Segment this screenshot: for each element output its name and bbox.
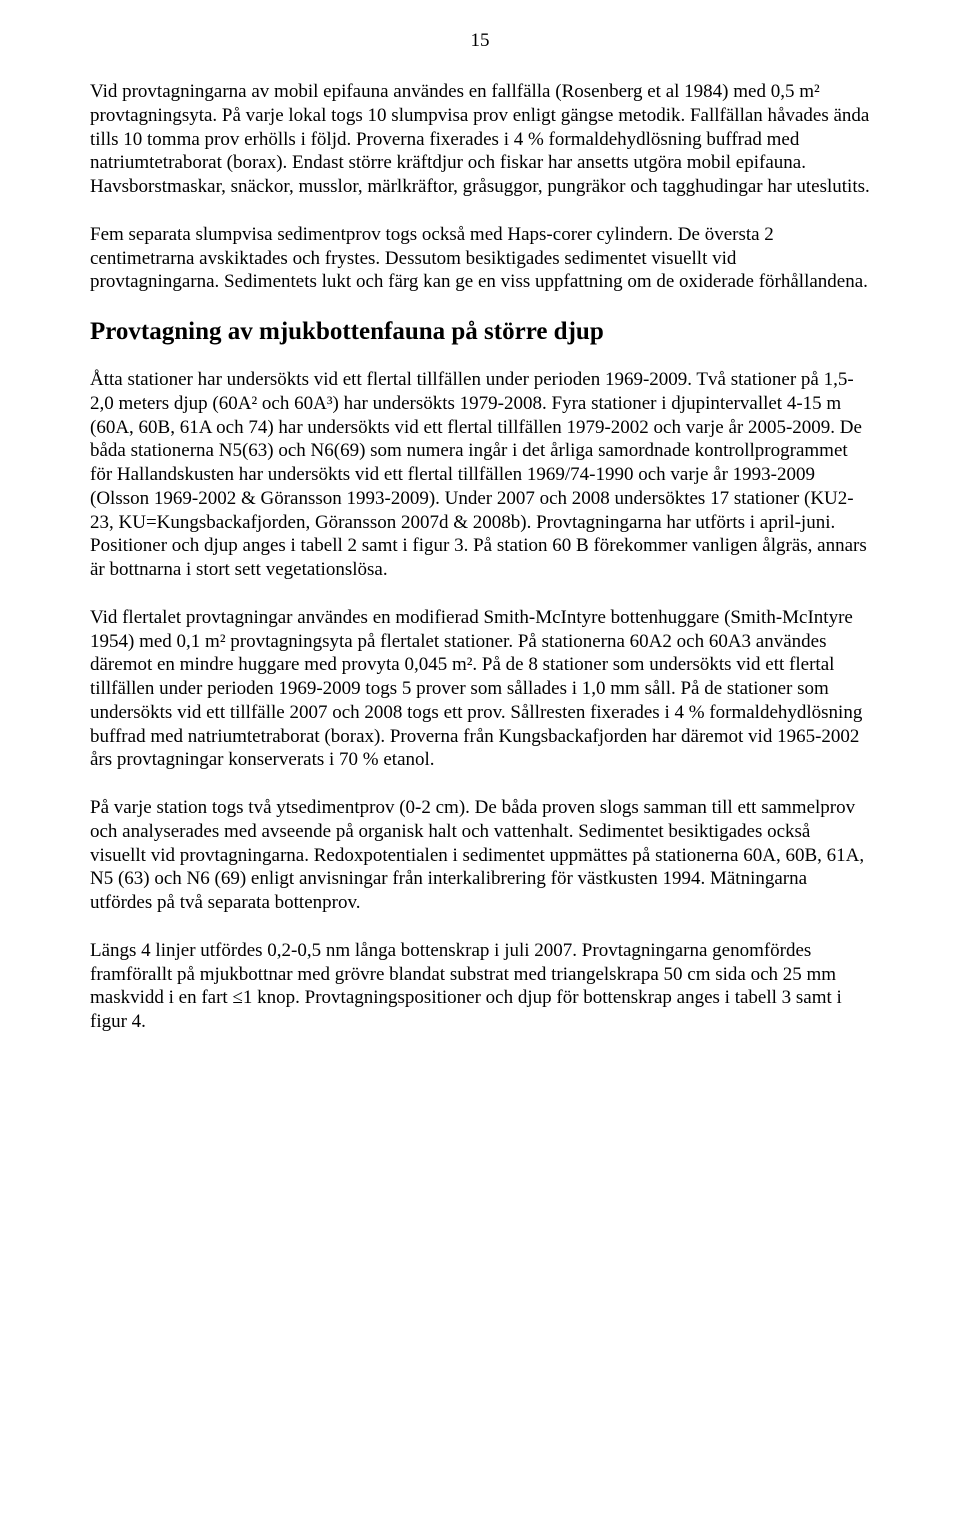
page-number: 15 xyxy=(90,30,870,52)
paragraph-5: På varje station togs två ytsedimentprov… xyxy=(90,796,870,915)
paragraph-2: Fem separata slumpvisa sedimentprov togs… xyxy=(90,223,870,294)
section-heading: Provtagning av mjukbottenfauna på större… xyxy=(90,318,870,346)
paragraph-3: Åtta stationer har undersökts vid ett fl… xyxy=(90,368,870,582)
paragraph-1: Vid provtagningarna av mobil epifauna an… xyxy=(90,80,870,199)
paragraph-4: Vid flertalet provtagningar användes en … xyxy=(90,606,870,772)
document-page: 15 Vid provtagningarna av mobil epifauna… xyxy=(0,0,960,1515)
paragraph-6: Längs 4 linjer utfördes 0,2-0,5 nm långa… xyxy=(90,939,870,1034)
